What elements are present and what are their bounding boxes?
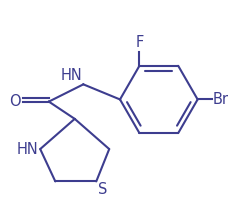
Text: HN: HN — [60, 68, 82, 83]
Text: S: S — [98, 183, 108, 198]
Text: Br: Br — [213, 92, 229, 107]
Text: F: F — [135, 35, 144, 50]
Text: O: O — [9, 94, 21, 109]
Text: HN: HN — [16, 141, 38, 157]
